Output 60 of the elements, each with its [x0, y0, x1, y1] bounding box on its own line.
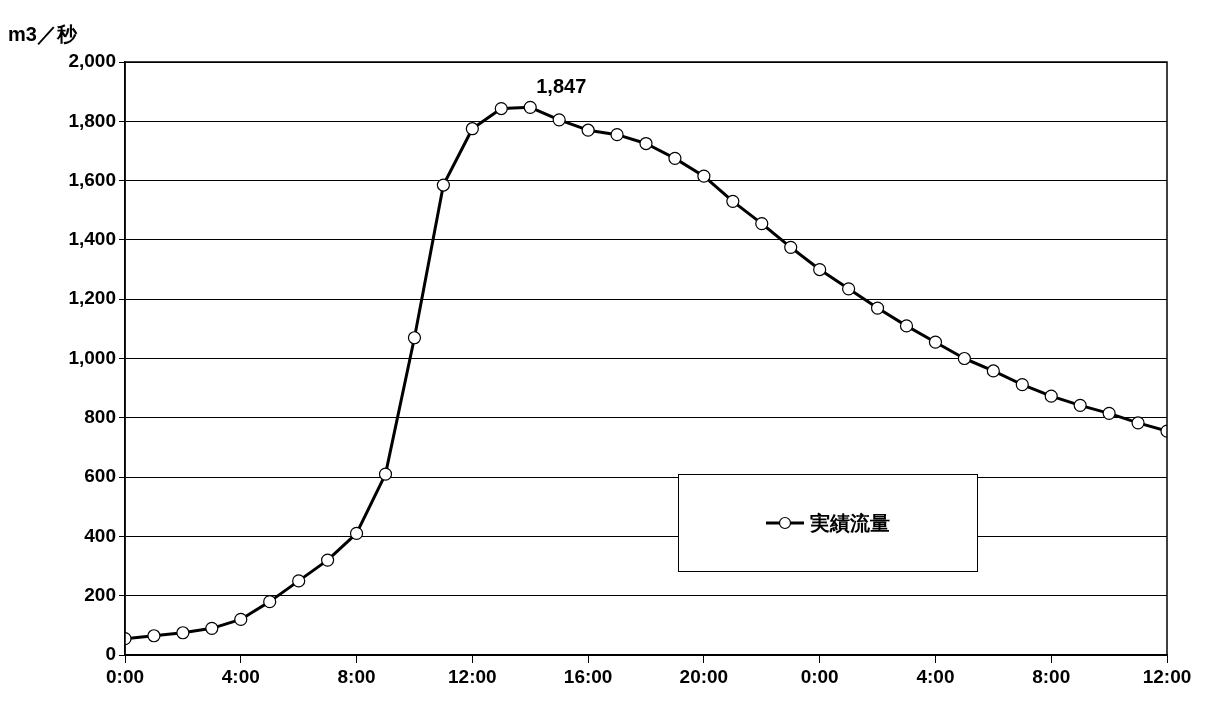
point: [899, 319, 914, 333]
point: [581, 123, 595, 137]
y-tick-label: 1,800: [68, 109, 116, 131]
x-tick-label: 20:00: [679, 665, 729, 687]
point: [1131, 416, 1145, 430]
point: [784, 240, 798, 254]
y-tick-label: 1,000: [68, 346, 116, 368]
x-tick-label: 4:00: [221, 665, 260, 687]
point: [842, 282, 856, 296]
annotation: 1,847: [536, 74, 587, 97]
point: [436, 178, 450, 192]
y-tick-label: 0: [105, 643, 116, 665]
point: [928, 335, 943, 349]
point: [697, 169, 711, 183]
point: [870, 301, 885, 315]
point: [205, 621, 219, 635]
point: [407, 331, 422, 345]
point: [1044, 389, 1058, 403]
point: [465, 122, 479, 136]
point: [321, 553, 335, 567]
point: [610, 128, 624, 142]
y-tick-label: 200: [84, 583, 116, 605]
x-tick-label: 4:00: [916, 665, 955, 687]
point: [349, 526, 364, 541]
point: [1073, 398, 1087, 412]
point: [1102, 406, 1116, 420]
point: [552, 113, 566, 127]
point: [986, 364, 1000, 378]
point: [292, 574, 306, 588]
x-tick-label: 8:00: [337, 665, 376, 687]
y-tick-label: 400: [84, 524, 116, 546]
point: [957, 351, 971, 366]
point: [378, 467, 393, 481]
x-tick-label: 0:00: [800, 665, 839, 687]
y-tick-label: 600: [84, 465, 116, 487]
x-tick-label: 8:00: [1032, 665, 1071, 687]
y-tick-label: 1,400: [68, 228, 116, 250]
point: [1015, 377, 1029, 392]
point: [755, 216, 769, 231]
point: [523, 100, 537, 114]
y-tick-label: 1,200: [68, 287, 116, 309]
y-tick-label: 2,000: [68, 50, 116, 72]
y-axis-title: m3／秒: [8, 22, 78, 45]
point: [726, 194, 740, 208]
point: [147, 629, 161, 643]
legend-label: 実績流量: [810, 510, 890, 536]
y-tick-label: 800: [84, 406, 116, 428]
point: [668, 151, 682, 165]
point: [176, 626, 190, 640]
x-tick-label: 12:00: [1142, 665, 1192, 687]
x-tick-label: 12:00: [448, 665, 497, 687]
point: [234, 612, 248, 627]
x-tick-label: 16:00: [563, 665, 613, 687]
x-tick-label: 0:00: [105, 665, 145, 687]
y-tick-label: 1,600: [68, 168, 116, 190]
legend: 実績流量: [678, 474, 978, 572]
point: [263, 595, 277, 609]
point: [494, 101, 508, 116]
point: [639, 136, 653, 151]
point: [813, 262, 827, 277]
